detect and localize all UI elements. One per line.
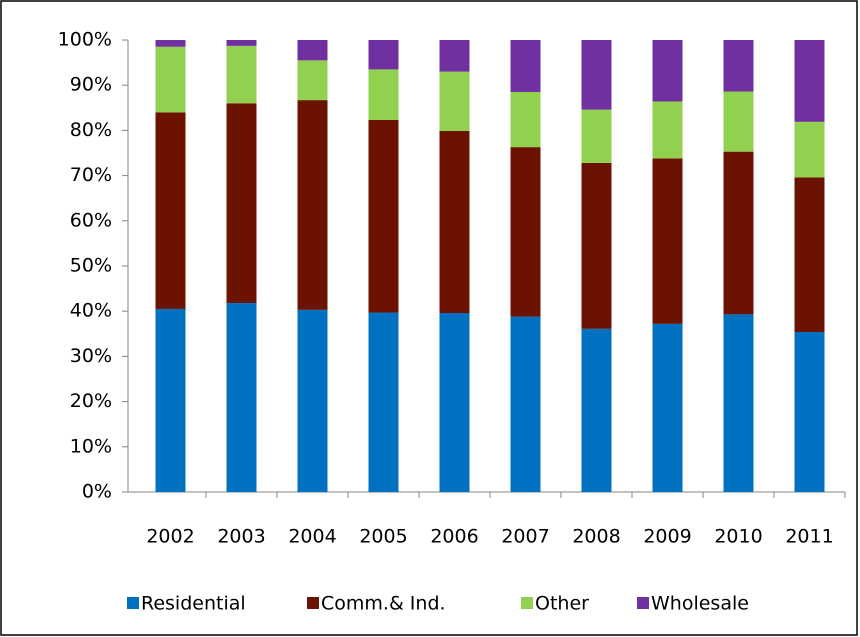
bar-segment bbox=[226, 303, 257, 492]
y-tick-label: 40% bbox=[70, 300, 112, 322]
x-tick-label: 2005 bbox=[359, 526, 407, 548]
y-tick-label: 0% bbox=[82, 481, 112, 503]
x-tick-label: 2011 bbox=[785, 526, 833, 548]
bar-segment bbox=[226, 103, 257, 304]
x-tick-label: 2007 bbox=[501, 526, 549, 548]
bar-segment bbox=[439, 130, 470, 314]
bar-segment bbox=[581, 162, 612, 329]
legend-swatch bbox=[307, 597, 319, 609]
bar-segment bbox=[155, 308, 186, 492]
bar-segment bbox=[723, 151, 754, 315]
bar-segment bbox=[155, 40, 186, 47]
bar-segment bbox=[368, 40, 399, 70]
bar-segment bbox=[297, 60, 328, 101]
bar-segment bbox=[581, 328, 612, 492]
bar-segment bbox=[297, 100, 328, 310]
bar-segment bbox=[581, 109, 612, 163]
bar-segment bbox=[723, 314, 754, 492]
bar-segment bbox=[723, 40, 754, 92]
bar-segment bbox=[794, 121, 825, 178]
bar-segment bbox=[510, 91, 541, 148]
x-tick-label: 2004 bbox=[288, 526, 336, 548]
legend-label: Other bbox=[535, 593, 589, 615]
bar-segment bbox=[652, 101, 683, 159]
legend-swatch bbox=[127, 597, 139, 609]
bar-segment bbox=[297, 40, 328, 61]
bar-segment bbox=[297, 309, 328, 492]
bar-segment bbox=[155, 46, 186, 113]
x-tick-label: 2009 bbox=[643, 526, 691, 548]
bar-segment bbox=[439, 313, 470, 492]
legend-swatch bbox=[637, 597, 649, 609]
legend-label: Wholesale bbox=[651, 593, 749, 615]
y-tick-label: 50% bbox=[70, 255, 112, 277]
x-tick-label: 2002 bbox=[146, 526, 194, 548]
y-tick-label: 100% bbox=[58, 29, 112, 51]
bar-segment bbox=[226, 40, 257, 46]
bar-segment bbox=[226, 45, 257, 104]
bar-segment bbox=[794, 177, 825, 332]
y-tick-label: 80% bbox=[70, 119, 112, 141]
y-tick-label: 10% bbox=[70, 435, 112, 457]
bar-segment bbox=[794, 40, 825, 122]
bar-segment bbox=[368, 69, 399, 121]
y-tick-label: 70% bbox=[70, 164, 112, 186]
x-tick-label: 2010 bbox=[714, 526, 762, 548]
bar-segment bbox=[794, 331, 825, 492]
x-tick-label: 2008 bbox=[572, 526, 620, 548]
bar-segment bbox=[652, 323, 683, 492]
y-tick-label: 20% bbox=[70, 390, 112, 412]
x-tick-label: 2003 bbox=[217, 526, 265, 548]
bar-segment bbox=[652, 40, 683, 102]
bar-segment bbox=[510, 147, 541, 317]
legend-label: Residential bbox=[141, 593, 246, 615]
bar-segment bbox=[723, 91, 754, 152]
y-tick-label: 60% bbox=[70, 209, 112, 231]
y-tick-label: 30% bbox=[70, 345, 112, 367]
y-tick-label: 90% bbox=[70, 74, 112, 96]
bar-segment bbox=[368, 312, 399, 492]
bar-segment bbox=[510, 40, 541, 92]
bar-segment bbox=[155, 112, 186, 309]
x-tick-label: 2006 bbox=[430, 526, 478, 548]
legend-swatch bbox=[521, 597, 533, 609]
bar-segment bbox=[510, 316, 541, 492]
bar-segment bbox=[439, 40, 470, 72]
bar-segment bbox=[368, 120, 399, 313]
legend-label: Comm.& Ind. bbox=[321, 593, 446, 615]
bar-segment bbox=[652, 158, 683, 324]
bar-segment bbox=[439, 71, 470, 131]
bar-segment bbox=[581, 40, 612, 110]
